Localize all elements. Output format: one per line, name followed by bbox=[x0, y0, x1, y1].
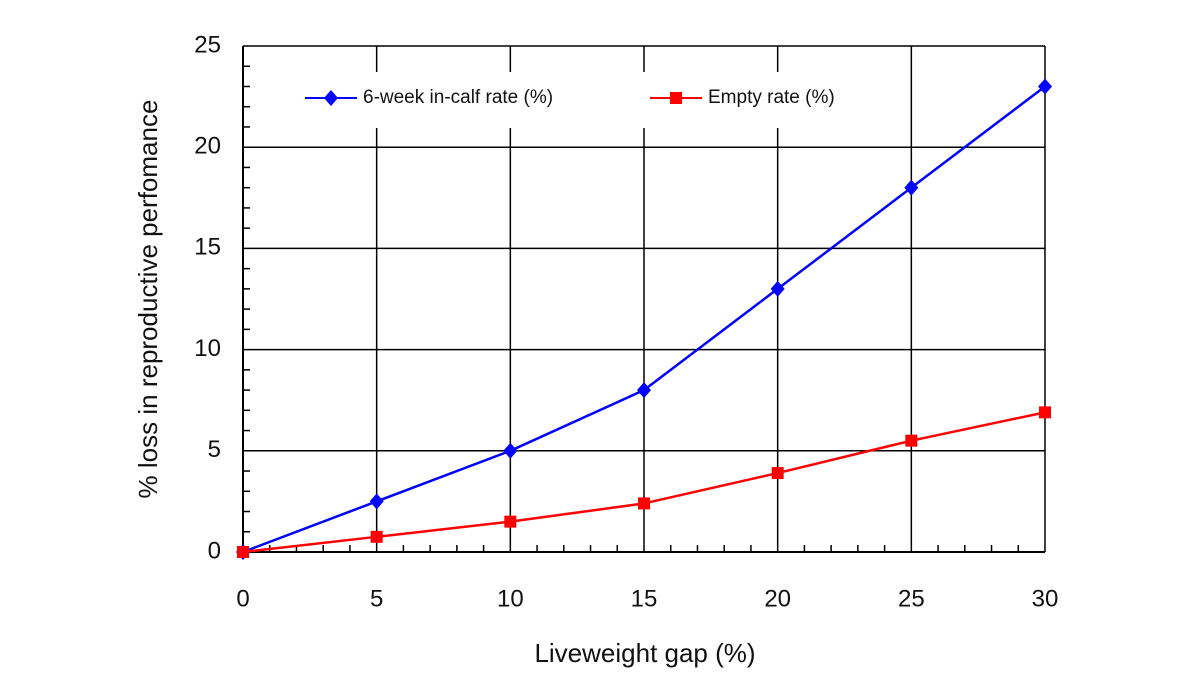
marker bbox=[905, 434, 918, 447]
marker bbox=[637, 382, 651, 399]
marker bbox=[369, 493, 384, 510]
marker bbox=[370, 530, 383, 543]
marker bbox=[1038, 78, 1052, 95]
y-tick-label: 20 bbox=[194, 133, 221, 160]
y-axis-label: % loss in reproductive perfomance bbox=[133, 100, 163, 499]
marker bbox=[638, 497, 650, 510]
legend-text: 6-week in-calf rate (%) bbox=[363, 87, 553, 108]
marker bbox=[904, 179, 919, 196]
marker bbox=[504, 515, 517, 528]
legend-box bbox=[295, 72, 895, 128]
marker bbox=[770, 280, 785, 297]
y-tick-label: 5 bbox=[208, 436, 221, 463]
x-tick-label: 0 bbox=[236, 585, 249, 612]
marker bbox=[503, 442, 518, 459]
x-tick-label: 20 bbox=[764, 585, 791, 612]
x-axis-label: Liveweight gap (%) bbox=[534, 638, 755, 668]
y-tick-label: 0 bbox=[208, 537, 221, 564]
x-tick-label: 30 bbox=[1032, 585, 1059, 612]
x-tick-label: 15 bbox=[631, 585, 658, 612]
y-tick-label: 25 bbox=[194, 31, 221, 58]
marker bbox=[237, 546, 249, 558]
marker bbox=[771, 467, 784, 480]
x-tick-label: 5 bbox=[370, 585, 383, 612]
legend-marker bbox=[324, 90, 338, 106]
y-tick-label: 15 bbox=[194, 234, 221, 261]
x-tick-label: 25 bbox=[898, 585, 925, 612]
legend-marker bbox=[670, 92, 682, 104]
legend-text: Empty rate (%) bbox=[708, 87, 835, 108]
marker bbox=[1039, 406, 1051, 419]
y-tick-label: 10 bbox=[194, 335, 221, 362]
x-tick-label: 10 bbox=[497, 585, 524, 612]
